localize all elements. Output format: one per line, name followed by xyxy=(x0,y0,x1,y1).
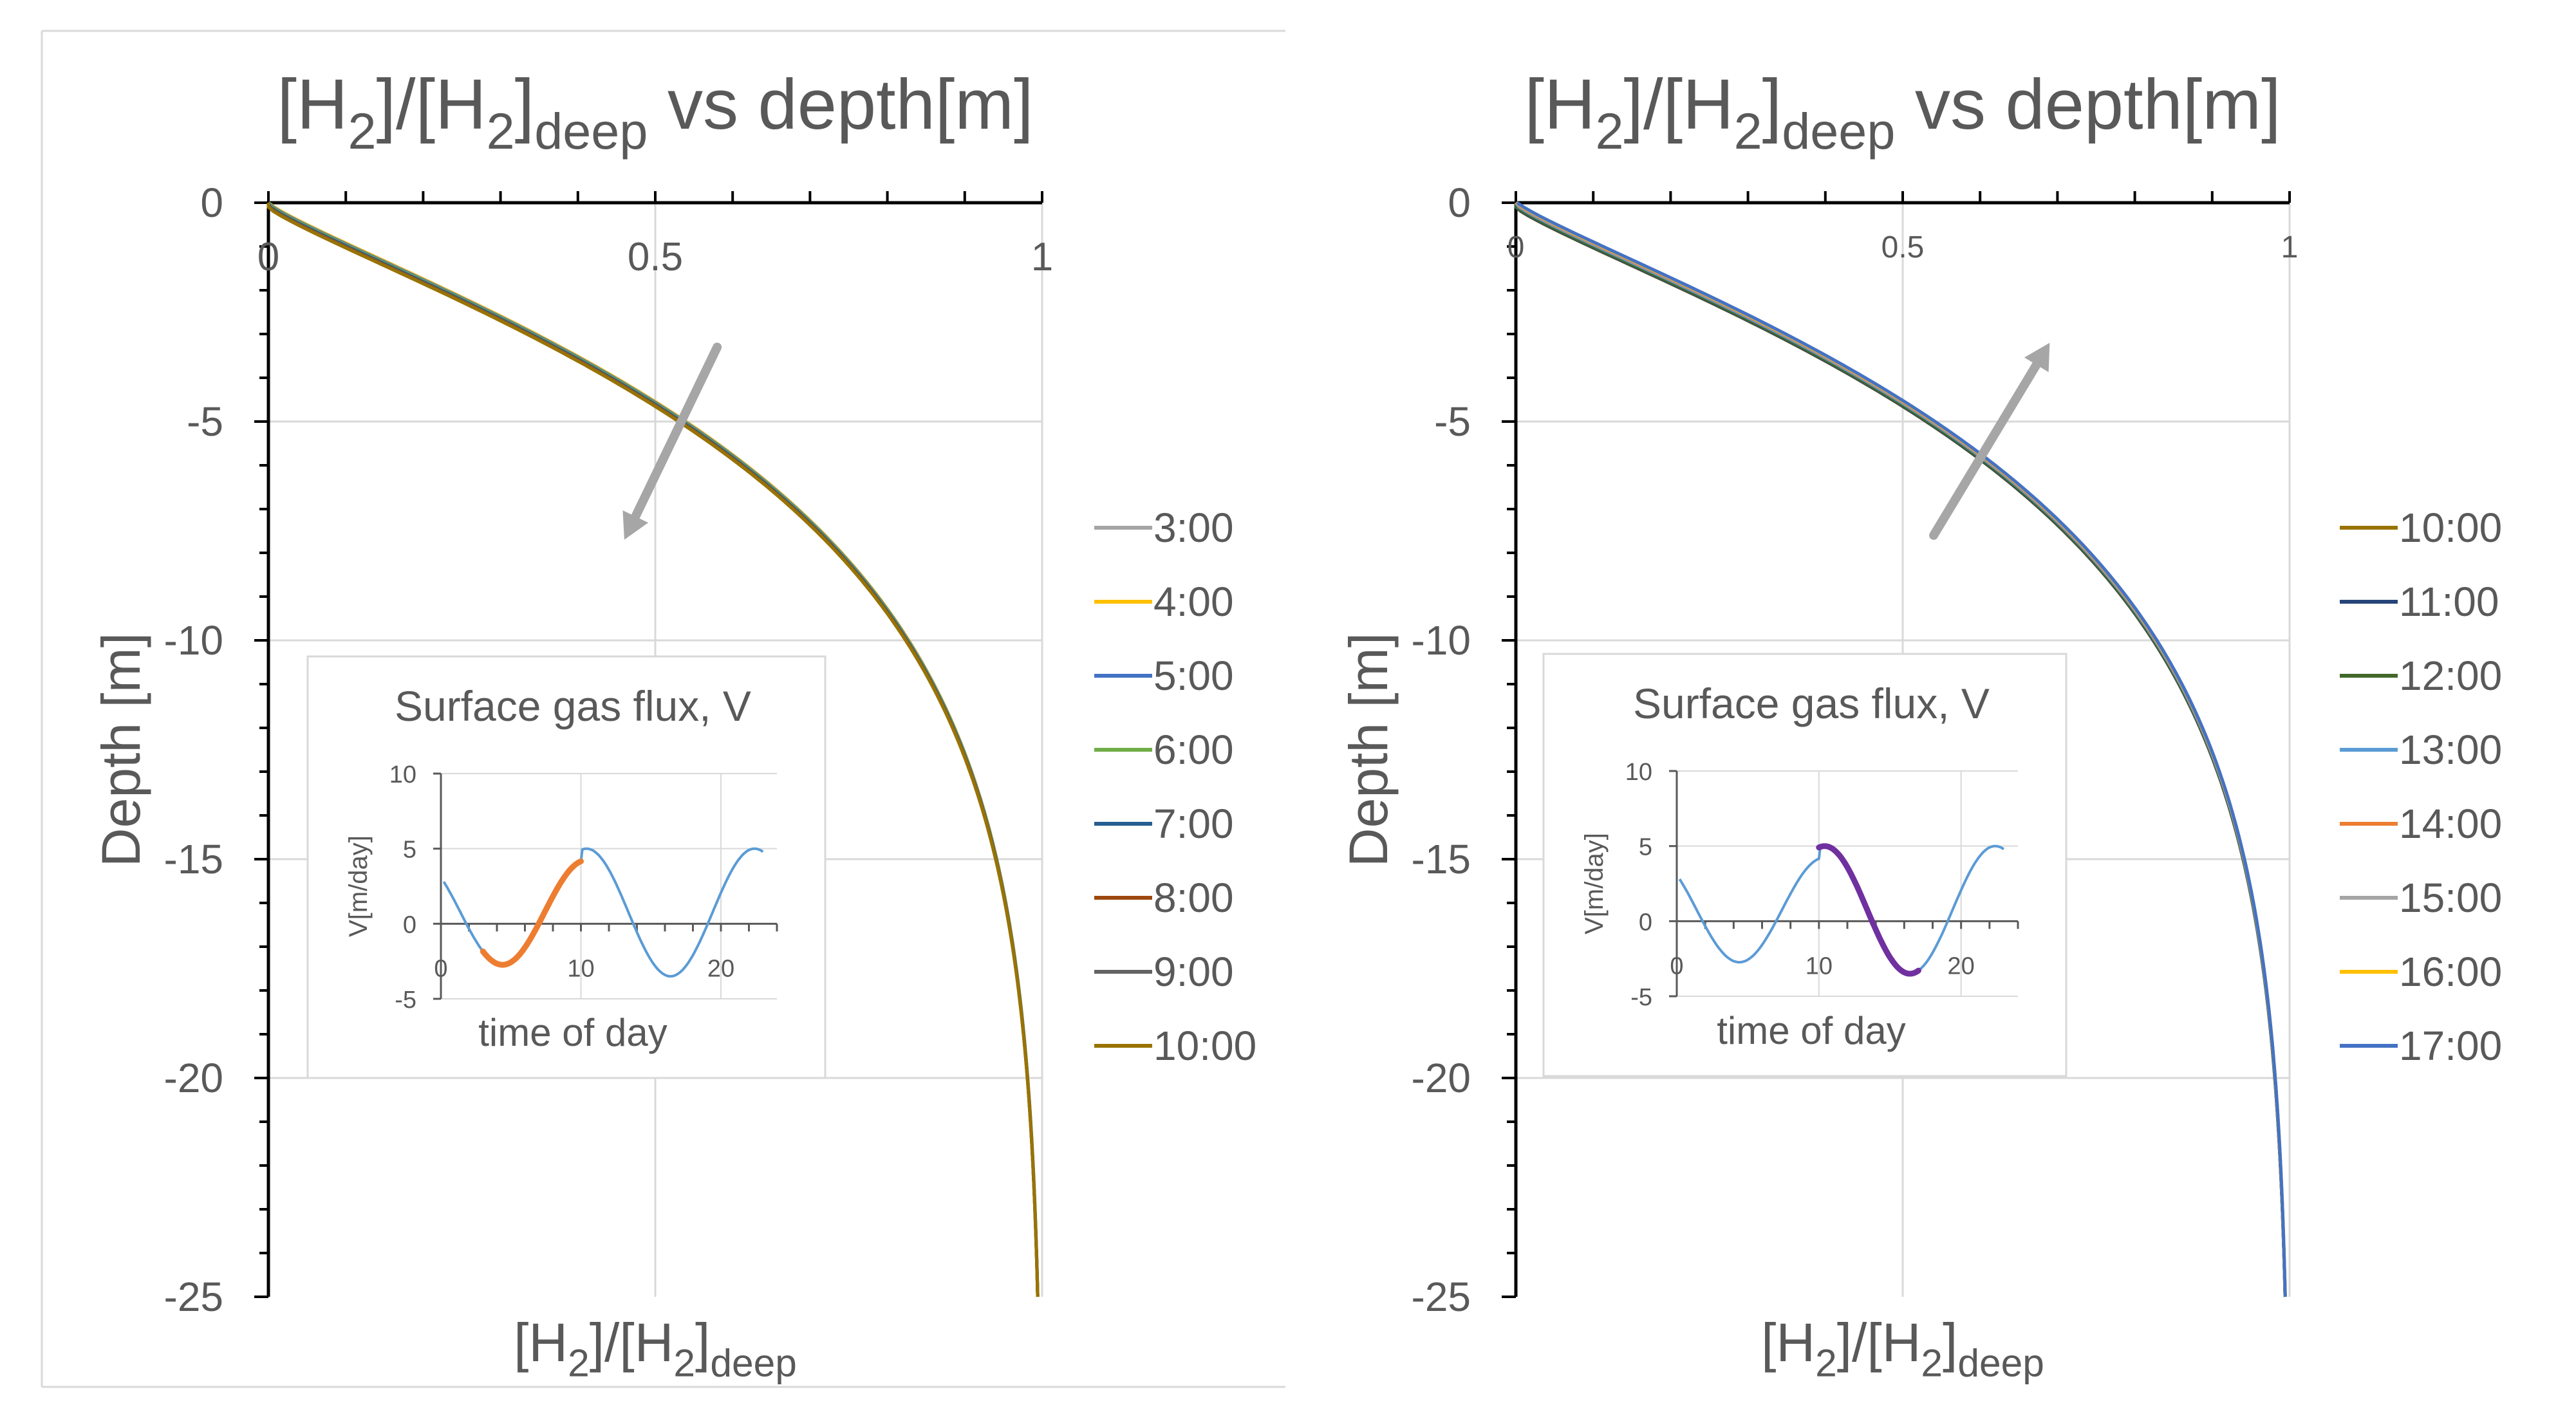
inset-x-tick-label: 0 xyxy=(1670,952,1683,980)
trend-arrow xyxy=(622,342,722,540)
legend-label: 15:00 xyxy=(2399,875,2502,921)
legend-label: 10:00 xyxy=(2399,505,2502,551)
inset-x-axis-label: time of day xyxy=(478,1011,667,1054)
legend-label: 14:00 xyxy=(2399,801,2502,847)
inset-y-axis-label: V[m/day] xyxy=(344,835,373,937)
inset-frame xyxy=(306,655,826,1079)
legend-label: 13:00 xyxy=(2399,727,2502,773)
inset-y-tick-label: 10 xyxy=(389,761,416,788)
y-tick-label: -25 xyxy=(1412,1274,1471,1320)
legend-label: 7:00 xyxy=(1153,801,1234,847)
y-tick-label: -10 xyxy=(1412,617,1471,664)
chart-panel-2: [H2]/[H2]deep vs depth[m]0 0.5 10-5-10-15-… xyxy=(1338,65,2502,1385)
left-panel-border xyxy=(41,30,1285,1388)
x-tick-label: 0 xyxy=(257,235,279,279)
inset-y-tick-label: 5 xyxy=(1639,834,1652,861)
inset-x-tick-label: 10 xyxy=(1806,952,1833,980)
inset-y-tick-label: 0 xyxy=(1639,909,1652,936)
inset-x-tick-label: 20 xyxy=(707,955,734,982)
legend-label: 5:00 xyxy=(1153,653,1234,699)
x-axis-label: [H2]/[H2]deep xyxy=(514,1312,797,1385)
y-axis-label: Depth [m] xyxy=(1338,633,1399,867)
y-tick-label: -10 xyxy=(164,617,224,664)
x-axis-label: [H2]/[H2]deep xyxy=(1761,1312,2044,1385)
chart-title: [H2]/[H2]deep vs depth[m] xyxy=(277,65,1033,160)
legend-label: 8:00 xyxy=(1153,875,1234,921)
legend: 10:00 11:00 12:00 13:00 14:00 15:00 16:00 17:00 xyxy=(2340,505,2502,1069)
x-tick-label: 0.5 xyxy=(628,235,683,279)
y-tick-label: 0 xyxy=(1448,180,1471,226)
legend-label: 17:00 xyxy=(2399,1023,2502,1069)
y-tick-label: -25 xyxy=(164,1274,224,1320)
y-tick-label: 0 xyxy=(200,180,223,226)
legend-label: 16:00 xyxy=(2399,949,2502,995)
inset-x-axis-label: time of day xyxy=(1717,1009,1905,1052)
legend-label: 4:00 xyxy=(1153,579,1234,625)
inset-title: Surface gas flux, V xyxy=(395,682,751,730)
legend-label: 6:00 xyxy=(1153,727,1234,773)
x-tick-label: 1 xyxy=(2281,230,2299,265)
y-tick-label: -15 xyxy=(1412,836,1471,882)
inset-chart: Surface gas flux, V 10 5 0 -5 0 10 20 V[m/day] ti… xyxy=(1542,653,2067,1077)
y-tick-label: -20 xyxy=(1412,1055,1471,1101)
legend-label: 3:00 xyxy=(1153,505,1234,551)
x-tick-label: 1 xyxy=(1031,235,1053,279)
y-axis-label: Depth [m] xyxy=(91,633,151,867)
legend: 3:00 4:00 5:00 6:00 7:00 8:00 9:00 10:00 xyxy=(1094,505,1256,1069)
inset-y-tick-label: 0 xyxy=(403,911,416,938)
inset-frame xyxy=(1542,653,2067,1077)
inset-highlight-segment xyxy=(1816,843,1921,977)
inset-chart: Surface gas flux, V 10 5 0 -5 0 10 20 V[m/day] ti… xyxy=(306,655,826,1079)
inset-y-tick-label: 10 xyxy=(1625,759,1652,786)
inset-title: Surface gas flux, V xyxy=(1633,680,1990,727)
series-lines xyxy=(1514,201,2287,1297)
y-tick-label: -15 xyxy=(164,836,224,882)
chart-title: [H2]/[H2]deep vs depth[m] xyxy=(1524,65,2281,160)
series-lines xyxy=(266,201,1040,1297)
inset-highlight-segment xyxy=(480,858,584,968)
inset-x-tick-label: 0 xyxy=(434,955,447,982)
inset-y-tick-label: -5 xyxy=(1630,984,1652,1011)
inset-x-tick-label: 20 xyxy=(1948,952,1975,980)
y-tick-label: -20 xyxy=(164,1055,224,1101)
legend-label: 12:00 xyxy=(2399,653,2502,699)
legend-label: 10:00 xyxy=(1153,1023,1256,1069)
x-tick-label: 0 xyxy=(1507,230,1525,265)
series-line-1700 xyxy=(1516,201,2287,1297)
legend-label: 11:00 xyxy=(2399,579,2499,625)
inset-y-tick-label: 5 xyxy=(403,837,416,864)
inset-y-axis-label: V[m/day] xyxy=(1580,833,1609,934)
inset-x-tick-label: 10 xyxy=(567,955,594,982)
inset-y-tick-label: -5 xyxy=(395,987,416,1014)
trend-arrow xyxy=(1929,342,2050,540)
x-tick-label: 0.5 xyxy=(1881,230,1925,265)
y-tick-label: -5 xyxy=(187,398,223,445)
series-line-1000 xyxy=(266,203,1040,1297)
legend-label: 9:00 xyxy=(1153,949,1234,995)
chart-panel-1: [H2]/[H2]deep vs depth[m]0 0.5 10-5-10-15-… xyxy=(91,65,1256,1385)
y-tick-label: -5 xyxy=(1434,398,1471,445)
